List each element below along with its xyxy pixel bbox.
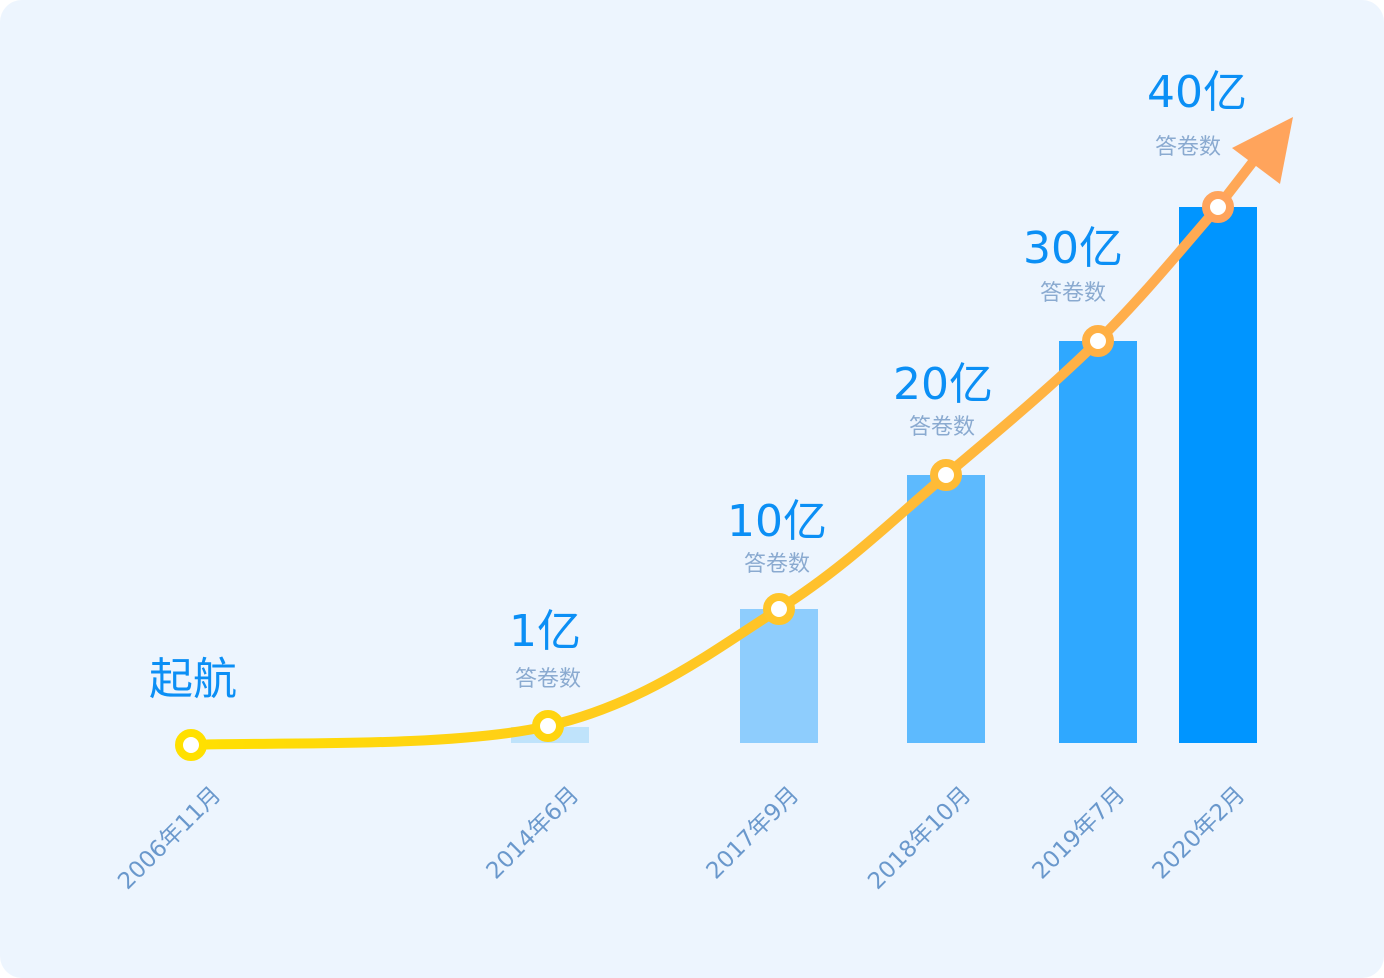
value-sub-label: 答卷数: [744, 552, 810, 577]
x-tick-label: 2018年10月: [863, 782, 976, 895]
x-tick-label: 2017年9月: [702, 782, 805, 885]
data-point-2006年11月: [175, 729, 207, 761]
data-point-2018年10月: [930, 459, 962, 491]
x-tick-label: 2019年7月: [1028, 782, 1131, 885]
value-label: 20亿: [893, 359, 993, 410]
bar-2019年7月: [1059, 341, 1137, 743]
value-label: 10亿: [727, 496, 827, 547]
value-sub-label: 答卷数: [515, 667, 581, 692]
data-point-2019年7月: [1082, 325, 1114, 357]
x-tick-label: 2020年2月: [1148, 782, 1251, 885]
value-sub-label: 答卷数: [1040, 281, 1106, 306]
x-tick-label: 2014年6月: [482, 782, 585, 885]
bar-2018年10月: [907, 475, 985, 743]
value-label: 起航: [149, 654, 237, 705]
bar-2020年2月: [1179, 207, 1257, 743]
data-point-2020年2月: [1202, 191, 1234, 223]
data-point-2017年9月: [763, 593, 795, 625]
arrow-head-icon: [1232, 117, 1293, 184]
value-label: 1亿: [509, 606, 581, 657]
data-point-2014年6月: [532, 710, 564, 742]
x-tick-label: 2006年11月: [113, 782, 226, 895]
value-sub-label: 答卷数: [909, 415, 975, 440]
value-label: 40亿: [1147, 67, 1247, 118]
value-sub-label: 答卷数: [1155, 135, 1221, 160]
value-label: 30亿: [1023, 223, 1123, 274]
